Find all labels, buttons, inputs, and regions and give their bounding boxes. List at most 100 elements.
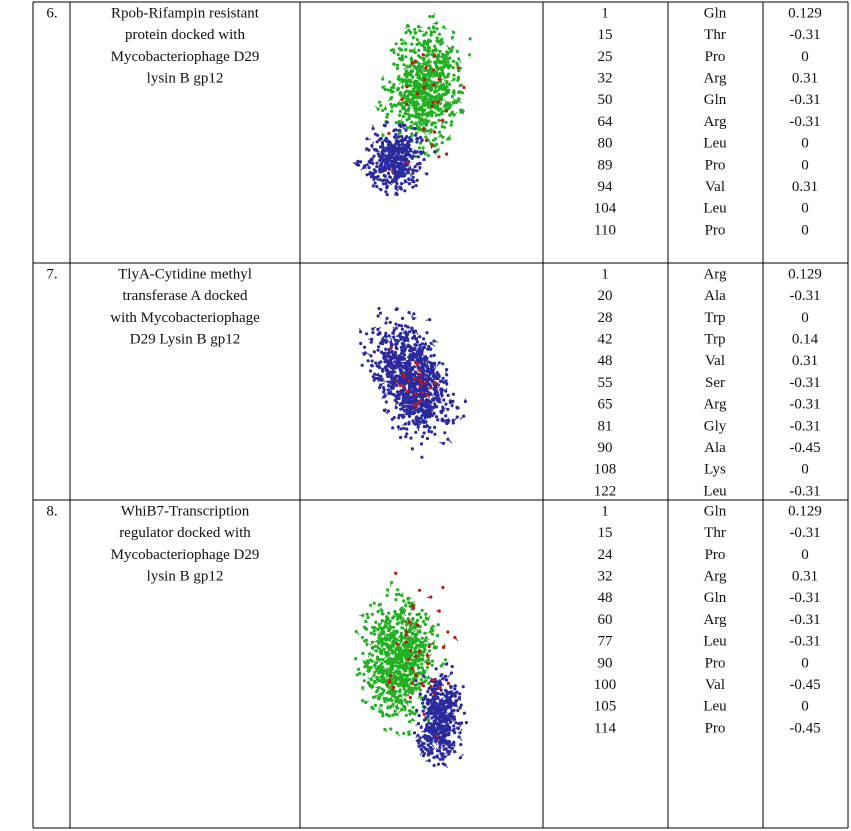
atom xyxy=(435,667,438,670)
bond xyxy=(394,195,397,196)
atom xyxy=(397,416,400,419)
bond xyxy=(386,367,388,368)
atom xyxy=(405,432,408,435)
atom xyxy=(399,125,402,128)
atom xyxy=(415,709,418,712)
atom xyxy=(388,628,391,631)
atom xyxy=(456,63,459,66)
atom xyxy=(396,88,399,91)
bond xyxy=(399,685,400,686)
position: 1 xyxy=(601,5,609,21)
atom xyxy=(415,184,418,187)
atom xyxy=(377,345,380,348)
bond xyxy=(460,754,463,758)
bond xyxy=(383,339,384,343)
bond xyxy=(443,74,444,78)
atom xyxy=(402,732,405,735)
atom xyxy=(423,78,426,81)
atom xyxy=(411,169,414,172)
atom xyxy=(424,679,427,682)
atom xyxy=(437,623,440,626)
atom xyxy=(437,93,440,96)
description-line: Rpob-Rifampin resistant xyxy=(111,5,260,21)
value: 0.31 xyxy=(792,179,818,195)
residue: Arg xyxy=(703,114,727,130)
atom xyxy=(449,696,452,699)
value: -0.45 xyxy=(789,440,820,456)
bond xyxy=(359,615,363,616)
atom xyxy=(401,121,404,124)
atom xyxy=(418,146,421,149)
atom xyxy=(443,419,446,422)
atom xyxy=(451,665,454,668)
atom xyxy=(457,66,460,69)
atom xyxy=(396,307,399,310)
atom xyxy=(409,138,412,141)
atom xyxy=(427,154,430,157)
bond xyxy=(460,416,464,419)
atom xyxy=(393,51,396,54)
atom xyxy=(400,369,403,372)
atom xyxy=(422,53,425,56)
bond xyxy=(395,122,396,123)
atom xyxy=(372,184,375,187)
atom xyxy=(412,155,415,158)
residue: Pro xyxy=(705,49,726,65)
atom xyxy=(363,346,366,349)
atom xyxy=(403,189,406,192)
atom xyxy=(415,679,418,682)
atom xyxy=(407,395,410,398)
atom xyxy=(389,321,392,324)
atom xyxy=(412,706,415,709)
atom xyxy=(404,708,407,711)
atom xyxy=(418,385,421,388)
atom xyxy=(386,193,389,196)
value: -0.31 xyxy=(789,114,820,130)
atom xyxy=(386,594,389,597)
atom xyxy=(387,714,390,717)
atom xyxy=(379,155,382,158)
atom xyxy=(380,137,383,140)
atom xyxy=(404,620,407,623)
atom xyxy=(426,437,429,440)
atom xyxy=(456,406,459,409)
atom xyxy=(416,43,419,46)
atom xyxy=(384,175,387,178)
atom xyxy=(391,179,394,182)
atom xyxy=(421,391,424,394)
bond xyxy=(428,675,429,678)
atom xyxy=(421,435,424,438)
bond xyxy=(417,108,418,110)
description-line: protein docked with xyxy=(125,27,245,43)
value: -0.31 xyxy=(789,418,820,434)
atom xyxy=(404,655,407,658)
atom xyxy=(386,113,389,116)
atom xyxy=(382,386,385,389)
residue: Arg xyxy=(703,71,727,87)
atom xyxy=(365,643,368,646)
atom xyxy=(426,348,429,351)
atom xyxy=(414,134,417,137)
atom xyxy=(426,690,429,693)
atom xyxy=(423,421,426,424)
bond xyxy=(441,40,442,41)
bond xyxy=(408,65,412,66)
atom xyxy=(402,148,405,151)
atom xyxy=(383,88,386,91)
atom xyxy=(421,342,424,345)
atom xyxy=(395,134,398,137)
bond xyxy=(401,393,402,394)
atom xyxy=(444,380,447,383)
bond xyxy=(419,76,420,77)
table-page: 6.Rpob-Rifampin resistantprotein docked … xyxy=(0,0,851,831)
atom xyxy=(374,704,377,707)
atom xyxy=(412,81,415,84)
atom xyxy=(436,418,439,421)
atom xyxy=(413,731,416,734)
bond xyxy=(421,725,422,728)
value: -0.31 xyxy=(789,27,820,43)
bond xyxy=(433,626,436,627)
atom xyxy=(366,659,369,662)
atom xyxy=(458,697,461,700)
atom xyxy=(428,403,431,406)
